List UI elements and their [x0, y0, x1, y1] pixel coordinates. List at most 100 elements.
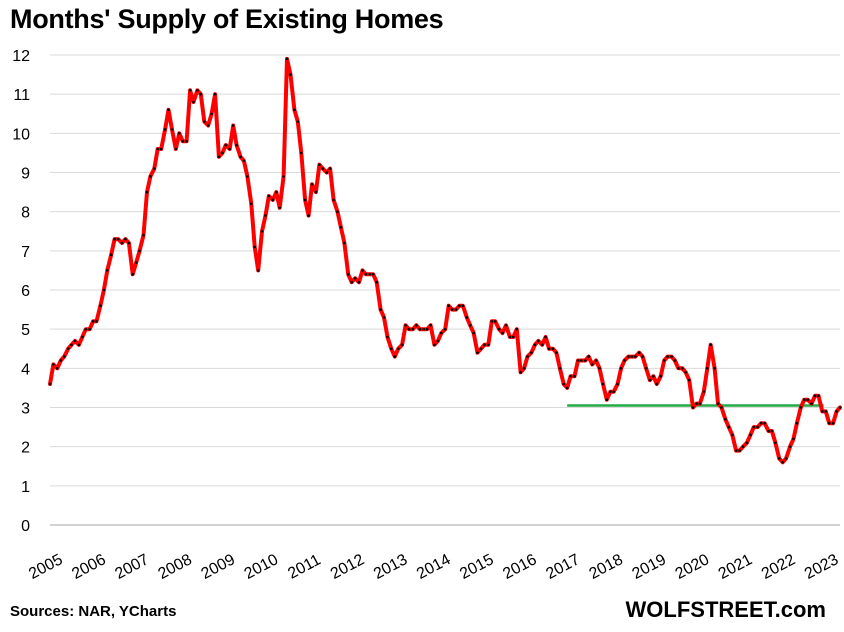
x-tick-label: 2012	[328, 551, 367, 583]
data-point	[838, 406, 842, 409]
data-point	[727, 425, 731, 429]
data-point	[278, 206, 282, 210]
data-point	[116, 237, 120, 241]
data-point	[289, 73, 292, 76]
data-point	[562, 382, 565, 386]
data-point	[644, 367, 648, 370]
data-point	[537, 339, 540, 343]
data-point	[627, 355, 630, 358]
data-point	[264, 214, 267, 217]
data-point	[361, 269, 364, 272]
y-tick-label: 8	[21, 205, 30, 222]
data-point	[774, 441, 777, 445]
data-point	[706, 367, 709, 370]
x-tick-label: 2022	[759, 551, 798, 583]
data-point	[724, 418, 727, 421]
data-point	[422, 327, 426, 331]
data-point	[756, 425, 759, 429]
data-point	[250, 202, 253, 206]
y-tick-label: 12	[12, 48, 30, 65]
data-point	[569, 374, 572, 378]
x-tick-label: 2019	[630, 551, 669, 583]
data-point	[303, 198, 307, 202]
x-tick-label: 2014	[414, 551, 453, 583]
brand-logo-text: WOLFSTREET.com	[625, 597, 826, 622]
data-point	[56, 367, 59, 370]
data-point	[512, 335, 515, 339]
data-point	[199, 92, 203, 96]
data-point	[824, 410, 828, 413]
data-point	[673, 359, 677, 362]
data-point	[321, 167, 325, 170]
data-point	[84, 327, 88, 331]
data-point	[763, 421, 766, 425]
data-point	[231, 124, 235, 127]
data-point	[558, 367, 562, 370]
data-point	[655, 382, 659, 386]
data-point	[167, 108, 170, 112]
data-point	[487, 343, 490, 347]
data-point	[461, 304, 465, 308]
data-point	[584, 359, 587, 362]
data-point	[623, 359, 626, 362]
data-point	[551, 347, 555, 351]
data-point	[835, 410, 838, 413]
y-tick-label: 4	[21, 361, 30, 378]
x-tick-label: 2018	[586, 551, 625, 583]
y-tick-label: 0	[21, 518, 30, 535]
data-point	[799, 406, 803, 409]
data-point	[565, 386, 569, 390]
data-point	[648, 378, 652, 382]
data-point	[443, 327, 447, 331]
data-point	[246, 175, 249, 178]
x-tick-label: 2021	[716, 551, 755, 583]
data-point	[759, 421, 763, 425]
data-point	[52, 363, 55, 366]
data-point	[784, 457, 788, 460]
data-point	[400, 343, 404, 347]
data-point	[497, 327, 501, 331]
data-point	[95, 320, 98, 323]
data-point	[745, 441, 749, 445]
data-point	[634, 355, 637, 358]
x-axis-ticks: 2005 2006 2007 2008 2009 2010 2011 2012 2013 2014…	[26, 551, 841, 583]
data-point	[70, 343, 73, 347]
x-tick-label: 2005	[26, 551, 65, 583]
data-point	[260, 230, 264, 233]
data-point	[436, 339, 440, 343]
data-point	[530, 351, 533, 355]
x-tick-label: 2017	[543, 551, 582, 583]
y-tick-label: 7	[21, 244, 30, 261]
data-point	[429, 324, 432, 327]
data-point	[810, 402, 813, 405]
data-point	[504, 324, 508, 327]
data-point	[91, 320, 95, 323]
data-point	[210, 112, 213, 116]
data-point	[770, 429, 774, 433]
data-point	[81, 335, 84, 339]
data-point	[336, 210, 339, 213]
data-point	[293, 108, 296, 112]
data-point	[781, 461, 784, 464]
data-point	[677, 367, 680, 370]
data-point	[310, 183, 314, 186]
data-point	[515, 327, 519, 331]
y-tick-label: 6	[21, 283, 30, 300]
data-point	[490, 320, 494, 323]
data-point	[346, 273, 350, 276]
data-point	[433, 343, 436, 347]
data-point	[425, 327, 429, 331]
data-point	[239, 155, 242, 159]
data-point	[594, 359, 598, 362]
data-point	[328, 167, 332, 170]
data-point	[300, 151, 303, 155]
data-point	[817, 394, 820, 398]
y-tick-label: 11	[13, 87, 30, 104]
data-point	[131, 273, 134, 276]
data-point	[612, 390, 615, 394]
data-point	[587, 355, 590, 358]
data-point	[476, 351, 479, 355]
data-point	[206, 124, 210, 127]
data-point	[555, 351, 558, 355]
